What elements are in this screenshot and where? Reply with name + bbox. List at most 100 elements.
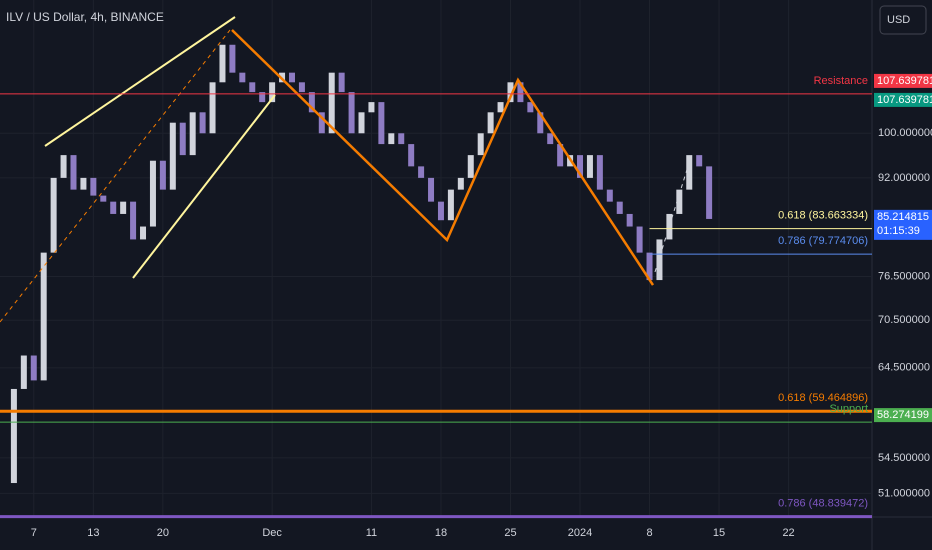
current-price: 85.214815 bbox=[877, 211, 929, 223]
candle bbox=[189, 112, 196, 156]
candle bbox=[140, 226, 147, 240]
candle bbox=[229, 44, 236, 73]
candle bbox=[626, 213, 633, 227]
candle bbox=[388, 133, 395, 145]
channel-bottom bbox=[132, 94, 276, 279]
candle bbox=[517, 82, 524, 103]
x-tick-label: 25 bbox=[504, 527, 516, 539]
candle bbox=[378, 102, 385, 145]
x-tick-label: 7 bbox=[31, 527, 37, 539]
candle bbox=[110, 201, 117, 214]
x-tick-label: 15 bbox=[713, 527, 725, 539]
y-tick-label: 51.000000 bbox=[878, 487, 930, 499]
candle bbox=[209, 82, 216, 134]
currency-button[interactable] bbox=[879, 5, 927, 35]
y-tick-label: 54.500000 bbox=[878, 452, 930, 464]
candle bbox=[586, 155, 593, 178]
price-badge bbox=[874, 73, 932, 88]
candle bbox=[467, 155, 474, 178]
x-tick-label: 2024 bbox=[568, 527, 592, 539]
candle bbox=[457, 177, 464, 190]
candle bbox=[636, 226, 643, 253]
price-badge bbox=[874, 408, 932, 423]
candle bbox=[199, 112, 206, 134]
candle bbox=[70, 155, 77, 190]
candle bbox=[239, 72, 246, 83]
candle bbox=[60, 155, 67, 178]
candle bbox=[368, 102, 375, 113]
x-tick-label: 20 bbox=[157, 527, 169, 539]
candle bbox=[219, 44, 226, 83]
level-label: Resistance bbox=[814, 75, 868, 87]
candle bbox=[179, 122, 186, 156]
price-badge-label: 107.639781 bbox=[877, 94, 932, 106]
candle bbox=[507, 82, 514, 103]
candle bbox=[497, 102, 504, 113]
currency[interactable]: USD bbox=[887, 14, 910, 26]
candle bbox=[408, 144, 415, 167]
candle bbox=[348, 92, 355, 134]
candle bbox=[50, 177, 57, 253]
candle bbox=[696, 155, 703, 167]
candle bbox=[527, 102, 534, 113]
candle bbox=[338, 72, 345, 93]
y-tick-label: 100.000000 bbox=[878, 127, 932, 139]
candle bbox=[557, 144, 564, 167]
candle bbox=[100, 195, 107, 202]
candle bbox=[487, 112, 494, 134]
candle bbox=[537, 112, 544, 134]
candle bbox=[259, 92, 266, 103]
candle bbox=[169, 122, 176, 190]
candle bbox=[398, 133, 405, 145]
x-tick-label: 8 bbox=[646, 527, 652, 539]
candle bbox=[656, 239, 663, 281]
candle bbox=[40, 252, 47, 381]
candle bbox=[30, 355, 37, 381]
candle bbox=[358, 112, 365, 134]
price-badge bbox=[874, 92, 932, 107]
candle bbox=[666, 213, 673, 240]
candle bbox=[20, 355, 27, 389]
candle bbox=[596, 155, 603, 190]
candle bbox=[418, 166, 425, 178]
drawings bbox=[0, 16, 691, 323]
dashed-trend bbox=[0, 29, 231, 323]
candle bbox=[159, 160, 166, 190]
candle bbox=[676, 189, 683, 214]
x-tick-label: 22 bbox=[782, 527, 794, 539]
candle bbox=[318, 112, 325, 134]
candle bbox=[706, 166, 713, 219]
candle bbox=[428, 177, 435, 202]
countdown: 01:15:39 bbox=[877, 225, 920, 237]
level-label: 0.786 (79.774706) bbox=[778, 235, 868, 247]
candle bbox=[130, 201, 137, 240]
candle bbox=[80, 177, 87, 190]
candle bbox=[288, 72, 295, 83]
candle bbox=[447, 189, 454, 221]
candle bbox=[606, 189, 613, 202]
y-tick-label: 76.500000 bbox=[878, 270, 930, 282]
candle bbox=[298, 82, 305, 93]
candle bbox=[477, 133, 484, 156]
x-tick-label: 18 bbox=[435, 527, 447, 539]
candle bbox=[437, 201, 444, 221]
candle bbox=[10, 388, 17, 484]
candle bbox=[616, 201, 623, 214]
x-tick-label: Dec bbox=[262, 527, 282, 539]
x-tick-label: 11 bbox=[366, 527, 377, 539]
candle bbox=[686, 155, 693, 190]
channel-top bbox=[44, 16, 236, 147]
x-tick-label: 13 bbox=[87, 527, 99, 539]
y-tick-label: 70.500000 bbox=[878, 314, 930, 326]
chart-title: ILV / US Dollar, 4h, BINANCE bbox=[6, 10, 164, 24]
candle bbox=[328, 72, 335, 134]
current-price-badge bbox=[874, 209, 932, 240]
candle bbox=[90, 177, 97, 196]
level-label: 0.786 (48.839472) bbox=[778, 497, 868, 509]
y-tick-label: 92.000000 bbox=[878, 172, 930, 184]
candle bbox=[577, 155, 584, 178]
candle bbox=[308, 92, 315, 113]
dashed-projection bbox=[654, 159, 691, 273]
price-badge-label: 107.639781 bbox=[877, 75, 932, 87]
